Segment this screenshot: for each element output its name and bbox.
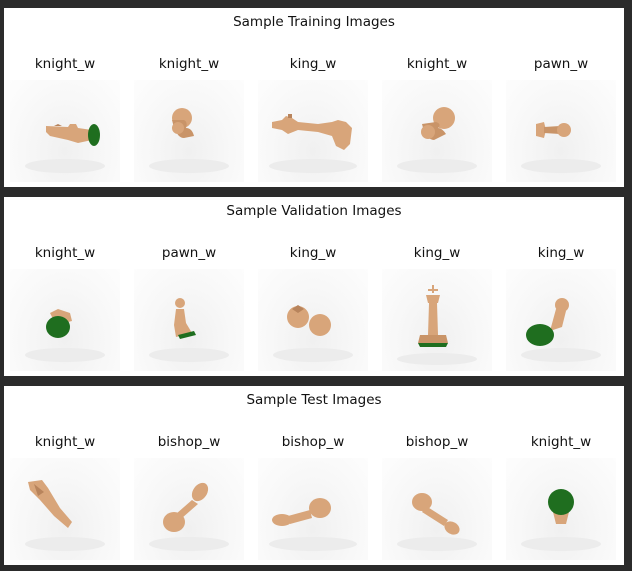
class-label: king_w [413, 245, 461, 261]
class-label: king_w [289, 56, 337, 72]
king-top-icon [258, 269, 368, 371]
pawn-lying-icon [506, 80, 616, 182]
king-lying-icon [258, 80, 368, 182]
knight-head-icon [382, 80, 492, 182]
class-label: knight_w [158, 56, 220, 72]
bishop-diagonal-down-icon [382, 458, 492, 560]
class-label: knight_w [34, 245, 96, 261]
class-label: knight_w [34, 56, 96, 72]
king-upright-icon [382, 269, 492, 371]
training-panel: Sample Training Images knight_w knight_w… [4, 8, 624, 187]
bishop-diagonal-icon [134, 458, 244, 560]
class-label: bishop_w [281, 434, 345, 450]
class-label: king_w [289, 245, 337, 261]
class-label: pawn_w [161, 245, 217, 261]
pawn-upright-icon [134, 269, 244, 371]
knight-base-up-icon [10, 269, 120, 371]
king-tilted-icon [506, 269, 616, 371]
class-label: knight_w [530, 434, 592, 450]
class-label: bishop_w [157, 434, 221, 450]
panel-title: Sample Validation Images [226, 203, 402, 219]
knight-base-up-icon [506, 458, 616, 560]
knight-diagonal-icon [10, 458, 120, 560]
validation-panel: Sample Validation Images knight_w pawn_w… [4, 197, 624, 376]
panel-title: Sample Training Images [233, 14, 395, 30]
bishop-lying-icon [258, 458, 368, 560]
test-panel: Sample Test Images knight_w bishop_w bis… [4, 386, 624, 565]
class-label: king_w [537, 245, 585, 261]
knight-head-icon [134, 80, 244, 182]
panel-title: Sample Test Images [246, 392, 382, 408]
class-label: knight_w [406, 56, 468, 72]
class-label: knight_w [34, 434, 96, 450]
class-label: bishop_w [405, 434, 469, 450]
knight-lying-icon [10, 80, 120, 182]
class-label: pawn_w [533, 56, 589, 72]
